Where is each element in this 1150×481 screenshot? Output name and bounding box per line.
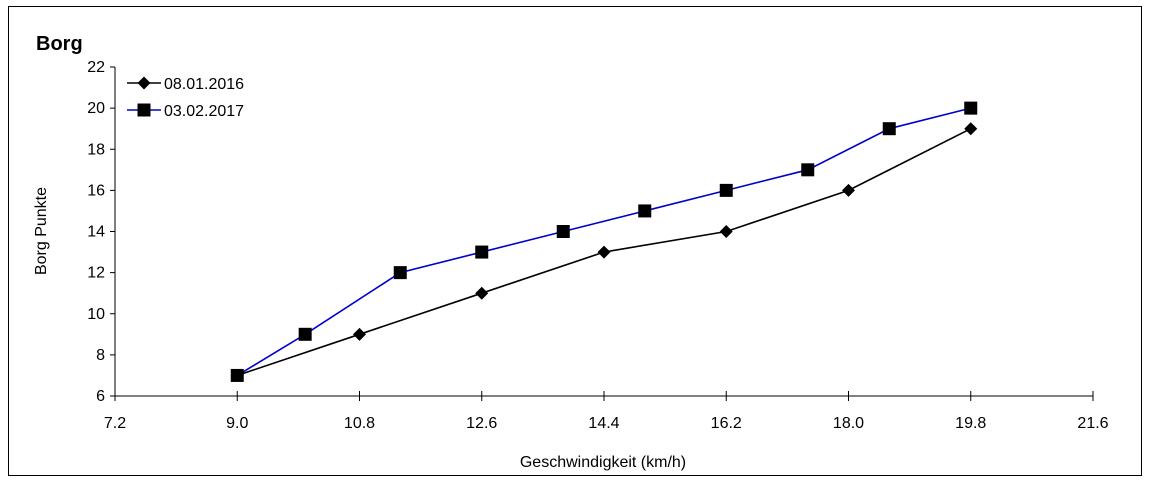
y-tick-label: 8 [96, 347, 105, 364]
y-tick-label: 6 [96, 388, 105, 405]
legend: 08.01.2016 03.02.2017 [127, 76, 244, 120]
axes: 6 8 10 12 14 16 18 20 22 7.2 9.0 10.8 12.6 14.4 16.2 18… [87, 59, 1108, 432]
y-tick-label: 22 [87, 59, 105, 76]
legend-label: 03.02.2017 [164, 103, 244, 120]
x-tick-label: 10.8 [344, 415, 375, 432]
data-point [842, 183, 855, 197]
data-point [882, 122, 896, 136]
chart-title: Borg [36, 33, 83, 55]
x-tick-label: 19.8 [955, 415, 986, 432]
x-tick-label: 18.0 [833, 415, 864, 432]
series-2 [230, 101, 978, 382]
legend-label: 08.01.2016 [164, 76, 244, 93]
data-point [801, 163, 815, 177]
data-point [964, 122, 978, 136]
data-point [597, 245, 611, 259]
x-tick-label: 16.2 [711, 415, 742, 432]
x-tick-label: 12.6 [466, 415, 497, 432]
legend-marker [137, 76, 151, 90]
data-point [475, 245, 489, 259]
y-tick-label: 20 [87, 100, 105, 117]
data-point [475, 286, 489, 300]
data-point [298, 327, 312, 341]
data-point [393, 266, 407, 280]
y-tick-label: 14 [87, 224, 105, 241]
data-point [638, 204, 652, 218]
legend-marker [137, 103, 151, 117]
y-tick-label: 16 [87, 182, 105, 199]
y-axis-label: Borg Punkte [33, 187, 50, 275]
chart-frame [8, 6, 1142, 476]
x-tick-label: 14.4 [588, 415, 619, 432]
series-layer [230, 101, 978, 382]
data-point [230, 368, 244, 382]
x-tick-label: 9.0 [226, 415, 248, 432]
data-point [719, 183, 733, 197]
data-point [719, 225, 733, 238]
y-tick-label: 18 [87, 141, 105, 158]
data-point [964, 101, 978, 115]
series-line [236, 107, 971, 377]
data-point [556, 225, 570, 238]
y-tick-label: 12 [87, 265, 105, 282]
x-axis-label: Geschwindigkeit (km/h) [520, 454, 686, 471]
x-tick-label: 7.2 [104, 415, 126, 432]
x-tick-label: 21.6 [1077, 415, 1108, 432]
data-point [353, 327, 366, 341]
series-1 [230, 122, 978, 382]
y-tick-label: 10 [87, 306, 105, 323]
